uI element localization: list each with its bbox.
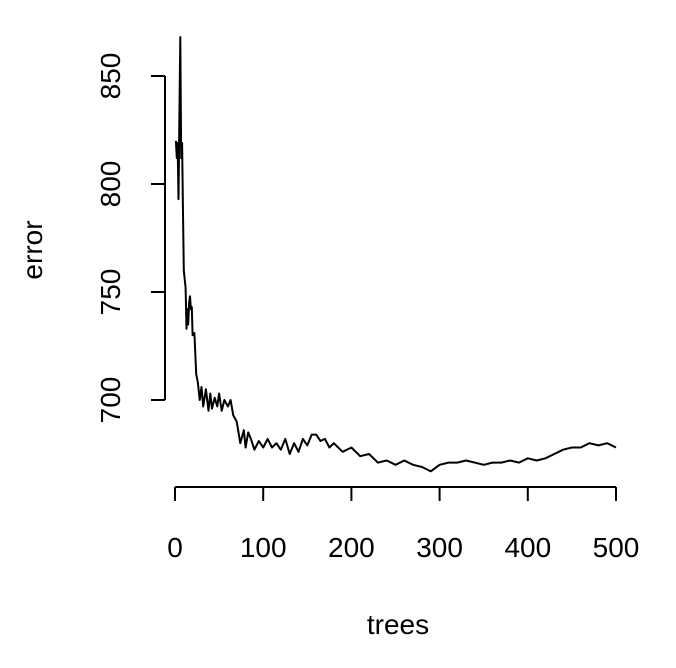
x-tick-label: 300: [416, 532, 463, 563]
y-tick-label: 800: [95, 161, 126, 208]
x-axis-label: trees: [367, 609, 429, 640]
y-axis-label: error: [17, 220, 48, 279]
y-ticks: 700 750 800 850: [95, 53, 165, 424]
x-tick-label: 400: [504, 532, 551, 563]
x-tick-label: 500: [593, 532, 640, 563]
y-axis: 700 750 800 850: [95, 53, 166, 424]
x-axis: 0 100 200 300 400 500: [167, 486, 639, 563]
y-tick-label: 850: [95, 53, 126, 100]
x-tick-label: 200: [328, 532, 375, 563]
x-ticks: 0 100 200 300 400 500: [167, 487, 639, 563]
error-series-line: [174, 36, 617, 473]
y-tick-label: 700: [95, 377, 126, 424]
y-tick-label: 750: [95, 269, 126, 316]
x-tick-label: 100: [240, 532, 287, 563]
x-tick-label: 0: [167, 532, 183, 563]
